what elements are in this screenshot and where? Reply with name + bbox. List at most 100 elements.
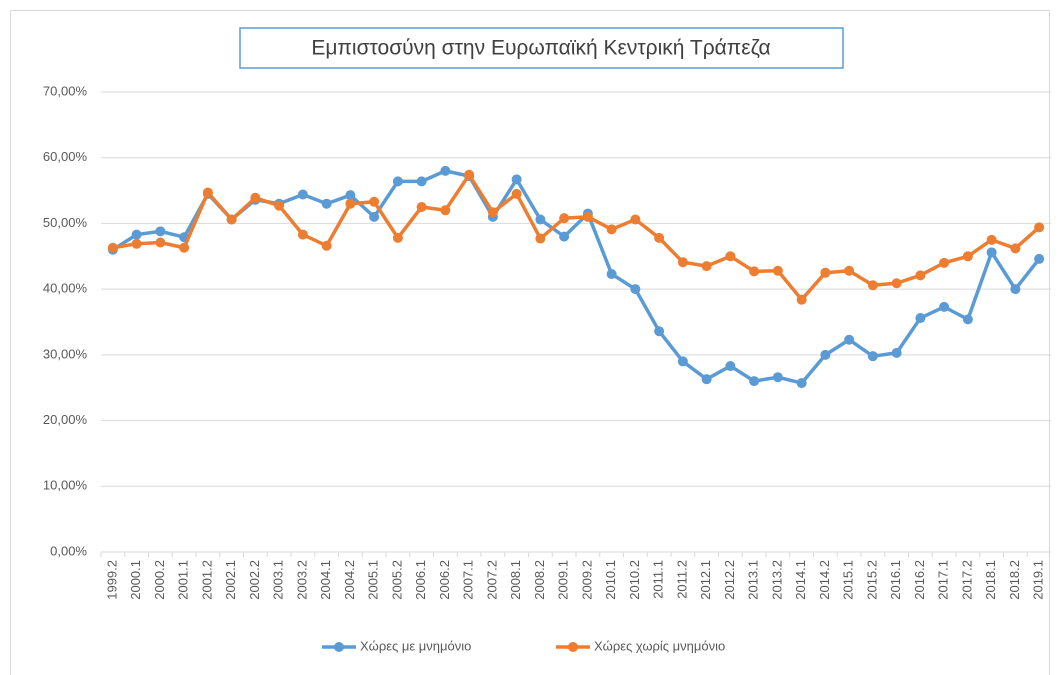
x-tick-label: 2000.1: [128, 560, 143, 600]
data-point: [654, 232, 665, 243]
x-tick-label: 2018.1: [983, 560, 998, 600]
x-tick-label: 2018.2: [1007, 560, 1022, 600]
x-tick-label: 2003.1: [271, 560, 286, 600]
x-tick-label: 2008.1: [508, 560, 523, 600]
chart-title: Εμπιστοσύνη στην Ευρωπαϊκή Κεντρική Τράπ…: [311, 37, 770, 60]
x-tick-label: 2005.2: [389, 560, 404, 600]
x-tick-label: 2019.1: [1031, 560, 1046, 600]
x-tick-label: 2002.2: [247, 560, 262, 600]
data-point: [250, 192, 261, 203]
data-point: [511, 188, 522, 199]
x-tick-label: 2013.1: [746, 560, 761, 600]
data-point: [155, 237, 166, 248]
data-point: [701, 374, 712, 385]
data-point: [202, 187, 213, 198]
data-point: [986, 247, 997, 258]
data-point: [392, 176, 403, 187]
x-tick-label: 2016.2: [912, 560, 927, 600]
data-point: [844, 334, 855, 345]
data-point: [606, 224, 617, 235]
data-point: [440, 165, 451, 176]
legend-marker: [568, 642, 578, 652]
x-tick-label: 2010.2: [627, 560, 642, 600]
data-point: [891, 347, 902, 358]
data-point: [107, 242, 118, 253]
data-point: [297, 189, 308, 200]
x-tick-label: 2015.1: [841, 560, 856, 600]
data-point: [369, 196, 380, 207]
data-point: [535, 214, 546, 225]
x-tick-label: 2004.1: [318, 560, 333, 600]
data-point: [464, 169, 475, 180]
data-point: [345, 198, 356, 209]
data-point: [701, 261, 712, 272]
y-tick-label: 40,00%: [43, 281, 88, 296]
data-point: [915, 270, 926, 281]
x-tick-label: 2014.1: [793, 560, 808, 600]
data-point: [321, 198, 332, 209]
data-point: [1010, 284, 1021, 295]
x-tick-label: 2009.2: [579, 560, 594, 600]
data-point: [962, 314, 973, 325]
x-tick-label: 2011.1: [651, 560, 666, 599]
x-tick-label: 2017.2: [959, 560, 974, 600]
x-tick-label: 2016.1: [888, 560, 903, 600]
x-tick-label: 2013.2: [769, 560, 784, 600]
x-tick-label: 2011.2: [674, 560, 689, 599]
data-point: [487, 207, 498, 218]
chart-border: [10, 10, 1050, 675]
data-point: [416, 202, 427, 212]
data-point: [867, 280, 878, 291]
x-tick-label: 2014.2: [817, 560, 832, 600]
data-point: [226, 214, 237, 225]
data-point: [986, 234, 997, 245]
y-tick-label: 10,00%: [43, 478, 88, 493]
data-point: [891, 278, 902, 289]
y-tick-label: 0,00%: [50, 543, 87, 558]
x-tick-label: 2005.1: [366, 560, 381, 600]
data-point: [772, 372, 783, 383]
data-point: [321, 240, 332, 251]
data-point: [844, 265, 855, 276]
series-line: [112, 173, 1041, 302]
x-tick-label: 2007.2: [484, 560, 499, 600]
y-tick-label: 70,00%: [43, 83, 88, 98]
data-point: [915, 313, 926, 324]
x-tick-label: 2006.2: [437, 560, 452, 600]
data-point: [1034, 222, 1045, 233]
data-point: [820, 267, 831, 278]
y-tick-label: 20,00%: [43, 412, 88, 427]
data-point: [1034, 253, 1045, 264]
data-point: [867, 351, 878, 362]
x-tick-label: 2009.1: [556, 560, 571, 600]
data-point: [725, 251, 736, 262]
data-point: [749, 376, 760, 387]
x-tick-label: 2012.1: [698, 560, 713, 600]
data-point: [131, 238, 142, 249]
data-point: [369, 211, 380, 222]
x-tick-label: 2015.2: [864, 560, 879, 600]
x-tick-label: 1999.2: [104, 560, 119, 600]
x-tick-label: 2001.2: [199, 560, 214, 600]
data-point: [535, 233, 546, 244]
data-point: [606, 269, 617, 280]
x-tick-label: 2000.2: [152, 560, 167, 600]
x-tick-label: 2004.2: [342, 560, 357, 600]
data-point: [416, 176, 427, 187]
x-tick-label: 2003.2: [294, 560, 309, 600]
data-point: [1010, 243, 1021, 254]
data-point: [820, 349, 831, 360]
data-point: [749, 266, 760, 277]
legend-label: Χώρες με μνημόνιο: [360, 638, 471, 653]
data-point: [677, 257, 688, 268]
y-tick-label: 30,00%: [43, 346, 88, 361]
data-point: [630, 214, 641, 225]
data-point: [796, 294, 807, 305]
y-tick-label: 60,00%: [43, 149, 88, 164]
x-tick-label: 2017.1: [936, 560, 951, 600]
data-point: [440, 205, 451, 216]
data-point: [559, 231, 570, 242]
data-point: [962, 251, 973, 262]
data-point: [725, 361, 736, 372]
